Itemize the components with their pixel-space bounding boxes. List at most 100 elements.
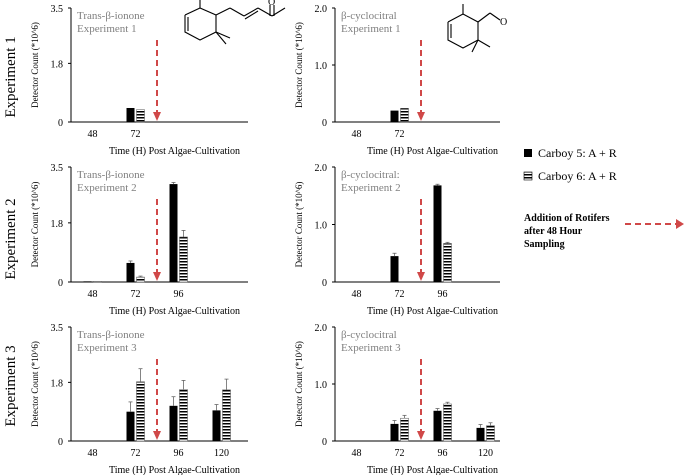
x-tick-label: 72 (395, 129, 405, 140)
bar-carboy6 (400, 108, 409, 123)
x-axis-label: Time (H) Post Algae-Cultivation (109, 465, 240, 475)
y-axis-label: Detector Count (*10^6) (294, 341, 304, 427)
x-tick-label: 48 (88, 448, 98, 459)
beta-cyclocitral-structure-icon (447, 4, 501, 53)
x-tick-label: 48 (88, 289, 98, 300)
chart-title-line: Trans-β-ionone (77, 10, 145, 22)
x-tick-label: 72 (131, 289, 141, 300)
bar-carboy6 (400, 417, 409, 442)
bar-carboy6 (443, 243, 452, 283)
y-tick-label: 0 (322, 278, 327, 289)
legend: Carboy 5: A + R Carboy 6: A + R Addition… (523, 146, 684, 250)
row-label-experiment-2: Experiment 2 (3, 198, 19, 279)
bar-carboy6 (93, 281, 102, 283)
rotifer-arrow-icon (417, 431, 425, 440)
chart-ionone-exp2: 0 1.8 3.5 Detector Count (*10^6) 48 72 96 Time … (30, 163, 248, 317)
bar-carboy5 (433, 185, 442, 282)
trans-beta-ionone-structure-icon (184, 0, 286, 45)
x-tick-label: 96 (438, 289, 448, 300)
x-axis-label: Time (H) Post Algae-Cultivation (367, 465, 498, 475)
chart-cyclocitral-exp3: 0 1.0 2.0 Detector Count (*10^6) 48 72 96 120 Ti… (294, 323, 500, 475)
y-tick-label: 0 (322, 437, 327, 448)
bar-carboy5 (126, 262, 135, 282)
bar-carboy6 (486, 425, 495, 442)
x-axis-label: Time (H) Post Algae-Cultivation (367, 146, 498, 157)
x-axis-label: Time (H) Post Algae-Cultivation (109, 306, 240, 317)
ionone-oxygen-label: O (268, 0, 275, 8)
y-tick-label: 1.8 (51, 59, 64, 70)
y-tick-label: 0 (58, 278, 63, 289)
chart-title-line: β-cyclocitral (341, 329, 397, 341)
x-tick-label: 96 (438, 448, 448, 459)
bar-carboy6 (136, 109, 145, 123)
bar-carboy5 (169, 405, 178, 441)
y-axis-label: Detector Count (*10^6) (30, 341, 40, 427)
chart-title-line: Trans-β-ionone (77, 169, 145, 181)
bar-carboy6 (136, 276, 145, 283)
legend-swatch-carboy6 (523, 171, 533, 181)
bar-carboy6 (136, 381, 145, 442)
y-tick-label: 1.0 (315, 380, 328, 391)
bar-carboy5 (126, 107, 135, 122)
y-tick-label: 1.0 (315, 61, 328, 72)
bar-carboy6 (222, 389, 231, 442)
rotifer-arrow-icon (153, 431, 161, 440)
x-tick-label: 120 (478, 448, 493, 459)
x-tick-label: 48 (88, 129, 98, 140)
x-tick-label: 72 (131, 448, 141, 459)
legend-swatch-carboy5 (524, 149, 532, 157)
bar-carboy5 (476, 427, 485, 441)
y-tick-label: 0 (58, 118, 63, 129)
legend-arrow-line-2: after 48 Hour (524, 226, 583, 237)
rotifer-arrow-icon (417, 112, 425, 121)
y-axis-label: Detector Count (*10^6) (294, 22, 304, 108)
x-tick-label: 120 (214, 448, 229, 459)
y-tick-label: 0 (58, 437, 63, 448)
chart-title-line: β-cyclocitral (341, 10, 397, 22)
bar-carboy6 (443, 403, 452, 442)
x-axis-label: Time (H) Post Algae-Cultivation (109, 146, 240, 157)
row-label-experiment-3: Experiment 3 (3, 345, 19, 426)
y-tick-label: 2.0 (315, 323, 328, 334)
x-tick-label: 72 (395, 448, 405, 459)
bar-carboy6 (179, 236, 188, 283)
x-tick-label: 72 (131, 129, 141, 140)
x-tick-label: 72 (395, 289, 405, 300)
bar-carboy5 (212, 410, 221, 441)
chart-title-line: Trans-β-ionone (77, 329, 145, 341)
y-tick-label: 3.5 (51, 163, 64, 174)
x-tick-label: 48 (352, 448, 362, 459)
cyclocitral-oxygen-label: O (500, 17, 507, 28)
legend-arrow-line-3: Sampling (524, 239, 565, 250)
y-axis-label: Detector Count (*10^6) (30, 22, 40, 108)
rotifer-arrow-icon (153, 112, 161, 121)
chart-title-line: Experiment 1 (77, 23, 137, 35)
bar-carboy5 (390, 423, 399, 441)
bar-carboy5 (83, 281, 92, 282)
x-tick-label: 48 (352, 129, 362, 140)
y-tick-label: 2.0 (315, 163, 328, 174)
bar-carboy5 (433, 410, 442, 441)
chart-title-line: Experiment 3 (77, 342, 137, 354)
y-tick-label: 0 (322, 118, 327, 129)
x-tick-label: 96 (174, 289, 184, 300)
rotifer-arrow-icon (417, 272, 425, 281)
y-tick-label: 1.8 (51, 219, 64, 230)
row-label-experiment-1: Experiment 1 (3, 36, 19, 117)
y-tick-label: 3.5 (51, 323, 64, 334)
x-tick-label: 48 (352, 289, 362, 300)
chart-title-line: Experiment 2 (77, 182, 137, 194)
legend-arrow-icon (676, 219, 684, 229)
legend-label-carboy6: Carboy 6: A + R (538, 169, 617, 183)
y-tick-label: 1.8 (51, 378, 64, 389)
chart-title-line: Experiment 2 (341, 182, 401, 194)
bar-carboy5 (169, 184, 178, 282)
bar-carboy5 (390, 256, 399, 282)
bar-carboy5 (126, 411, 135, 441)
chart-title-line: β-cyclocitral: (341, 169, 400, 181)
x-axis-label: Time (H) Post Algae-Cultivation (367, 306, 498, 317)
chart-title-line: Experiment 1 (341, 23, 401, 35)
chart-title-line: Experiment 3 (341, 342, 401, 354)
bar-carboy5 (390, 110, 399, 122)
